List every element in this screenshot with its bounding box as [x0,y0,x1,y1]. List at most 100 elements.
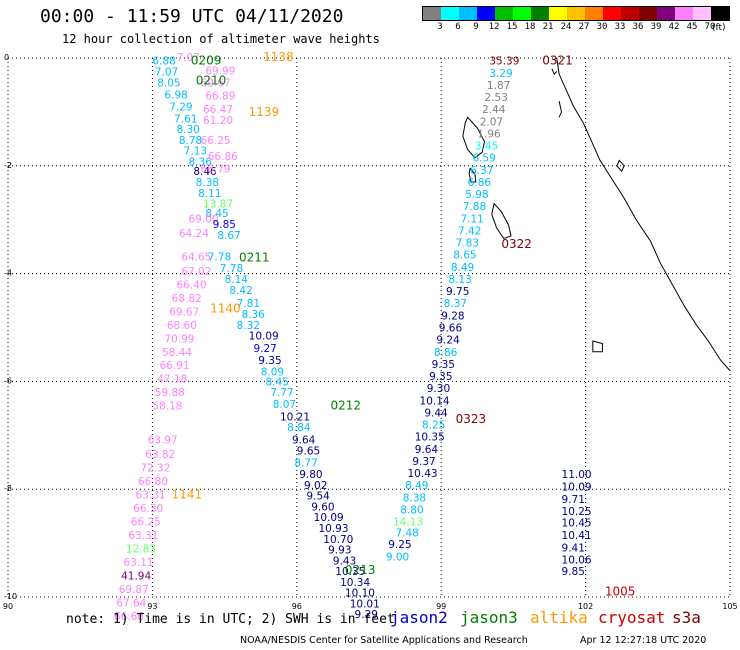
color-swatch [531,7,549,20]
wave-height-label: 68.60 [167,320,197,332]
wave-height-label: 63.97 [148,435,178,447]
x-tick-label: 105 [722,602,737,611]
wave-height-label: 7.29 [169,102,192,114]
wave-height-label: 9.64 [415,444,439,456]
color-swatch [639,7,657,20]
wave-height-label: 8.36 [189,156,213,168]
wave-height-label: 10.35 [415,431,445,443]
wave-height-label: 8.07 [273,399,296,411]
x-tick-label: 93 [147,602,157,611]
y-tick-label: -2 [4,161,12,170]
legend-cryosat: cryosat [598,608,666,627]
x-tick-label: 96 [292,602,302,611]
wave-height-label: 7.11 [460,214,483,226]
legend-jason2: jason2 [390,608,448,627]
footer-credit: NOAA/NESDIS Center for Satellite Applica… [240,635,528,646]
wave-height-label: 5.98 [465,189,488,201]
wave-height-label: 9.25 [388,539,411,551]
wave-height-label: 8.13 [448,274,471,286]
wave-height-label: 68.82 [172,293,202,305]
pass-time-label: 0323 [456,412,487,426]
color-scale-label: 24 [560,22,572,32]
wave-height-label: 8.38 [196,177,219,189]
wave-height-label: 66.47 [203,104,233,116]
wave-height-label: 66.91 [160,360,190,372]
wave-height-label: 10.25 [562,506,592,518]
color-scale-label: 33 [614,22,626,32]
color-scale-label: 27 [578,22,590,32]
wave-height-label: 10.43 [408,468,438,480]
wave-height-label: 1.96 [477,128,501,140]
color-swatch [657,7,675,20]
wave-height-label: 10.21 [280,411,310,423]
y-tick-label: -4 [4,269,12,278]
wave-height-label: 66.25 [201,135,231,147]
wave-height-label: 7.42 [458,225,481,237]
wave-height-label: 67.64 [116,597,146,609]
wave-height-label: 9.80 [299,469,322,481]
wave-height-label: 8.25 [422,420,445,432]
wave-height-label: 7.78 [220,263,243,275]
wave-height-label: 66.86 [208,151,238,163]
wave-height-label: 3.45 [475,140,498,152]
wave-height-label: 1.87 [487,80,510,92]
color-swatch [477,7,495,20]
color-swatch [675,7,693,20]
wave-height-label: 9.37 [412,456,435,468]
x-tick-label: 102 [578,602,593,611]
wave-height-label: 9.27 [253,343,276,355]
coast-fragment [558,101,563,118]
wave-height-label: 6.86 [468,177,492,189]
wave-height-label: 66.66 [114,611,144,623]
wave-height-label: 2.07 [480,117,503,129]
wave-height-label: 10.14 [420,395,450,407]
wave-height-label: 9.43 [333,555,356,567]
color-scale-label: 6 [455,22,461,32]
wave-height-label: 8.14 [225,274,249,286]
wave-height-label: 9.28 [441,311,464,323]
color-scale-labels: 3 6 9 12 15 18 21 24 27 30 33 36 39 42 45 70 [422,22,728,34]
legend-altika: altika [530,608,588,627]
coast-fragment [551,68,558,76]
sipora-island [468,167,477,183]
wave-height-label: 6.59 [472,153,495,165]
wave-height-label: 7.07 [176,52,199,64]
wave-height-label: 63.82 [145,449,175,461]
color-scale-label: 39 [650,22,662,32]
wave-height-label: 7.81 [237,298,260,310]
wave-height-label: 9.71 [562,494,585,506]
wave-height-label: 10.34 [340,577,370,589]
wave-height-label: 2.44 [482,104,506,116]
pass-time-label: 0322 [501,237,532,251]
wave-height-label: 7.88 [463,201,486,213]
color-swatch [513,7,531,20]
x-tick-label: 90 [3,602,13,611]
wave-height-label: 9.85 [562,566,585,578]
color-swatch [549,7,567,20]
wave-height-label: 9.02 [304,480,327,492]
y-tick-label: -10 [4,592,17,601]
wave-height-label: 10.35 [335,566,365,578]
wave-height-label: 72.32 [140,463,170,475]
wave-height-label: 8.49 [405,480,428,492]
pass-time-label: 0209 [191,54,222,68]
wave-height-label: 66.40 [176,279,206,291]
color-scale-label: 30 [596,22,608,32]
wave-height-label: 7.48 [395,527,418,539]
footer-timestamp: Apr 12 12:27:18 UTC 2020 [580,635,707,646]
wave-height-label: 69.87 [119,584,149,596]
wave-height-label: 8.84 [287,422,311,434]
color-scale-label: 12 [488,22,500,32]
wave-height-label: 67.02 [181,266,211,278]
wave-height-label: 59.88 [155,387,185,399]
wave-height-label: 69.99 [205,65,235,77]
wave-height-label: 11.00 [562,469,592,481]
legend-jason3: jason3 [460,608,518,627]
wave-height-label: 63.11 [124,557,154,569]
wave-height-label: 8.45 [266,376,289,388]
wave-height-label: 10.10 [345,588,375,600]
wave-height-label: 9.75 [446,286,469,298]
enggano-island [592,340,603,353]
